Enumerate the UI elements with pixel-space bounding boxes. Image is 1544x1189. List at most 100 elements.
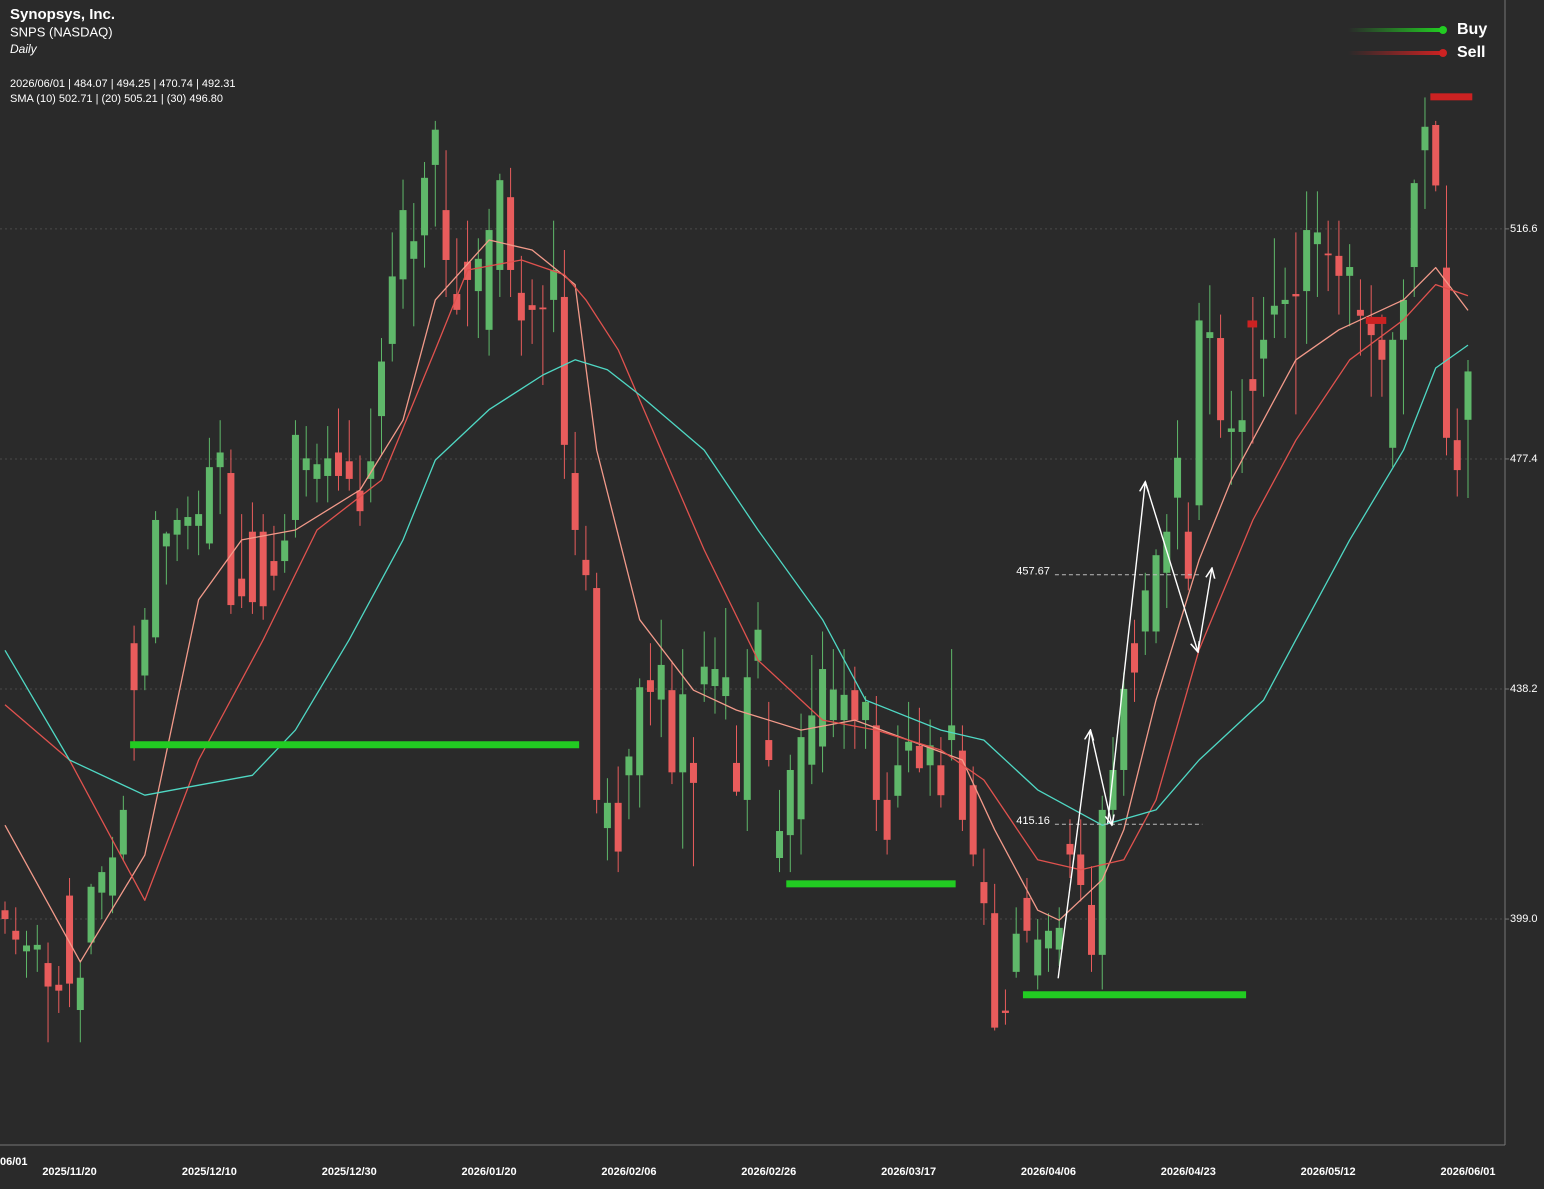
candle-body [797, 737, 805, 820]
candle-body [840, 694, 848, 721]
candle-body [1012, 933, 1020, 972]
candle-body [991, 913, 999, 1028]
candle-body [23, 945, 31, 952]
candle-body [33, 944, 41, 950]
candle-body [1001, 1010, 1009, 1013]
x-tick-label: 2026/06/01 [1440, 1166, 1495, 1178]
candle-body [109, 857, 117, 896]
candle-body [98, 872, 106, 893]
legend-swatch [1348, 51, 1443, 55]
candle-body [786, 769, 794, 836]
support-line [130, 741, 580, 749]
legend-dot [1439, 26, 1447, 34]
candle-body [711, 669, 719, 687]
candle-body [593, 588, 601, 800]
candle-body [851, 690, 859, 721]
candle-body [894, 765, 902, 796]
candle-body [152, 519, 160, 638]
candle-body [1270, 305, 1278, 315]
candle-body [1109, 769, 1117, 810]
candle-body [496, 180, 504, 270]
candle-body [453, 294, 461, 310]
candle-body [1324, 253, 1332, 256]
x-tick-label: 2026/02/26 [741, 1166, 796, 1178]
candle-body [636, 687, 644, 776]
legend-dot [1439, 49, 1447, 57]
candle-body [819, 669, 827, 747]
x-tick-label: 2026/05/12 [1301, 1166, 1356, 1178]
candle-body [1303, 230, 1311, 292]
candle-body [1131, 643, 1139, 673]
candle-body [345, 461, 353, 479]
zigzag-arrow [1197, 568, 1212, 653]
candle-body [754, 629, 762, 661]
sma-line [4, 259, 1469, 901]
candle-body [646, 680, 654, 692]
candle-body [1238, 420, 1246, 432]
interval: Daily [10, 42, 38, 56]
candle-body [334, 452, 342, 476]
sma-line [4, 344, 1469, 826]
candle-body [550, 269, 558, 300]
x-tick-label: 2025/12/10 [182, 1166, 237, 1178]
candle-body [1260, 339, 1268, 359]
candle-body [216, 452, 224, 468]
candle-body [1, 910, 9, 920]
candle-body [1227, 428, 1235, 432]
candle-body [259, 531, 267, 607]
candle-body [87, 886, 95, 943]
candle-body [539, 307, 547, 310]
zigzag-arrow [1057, 730, 1090, 979]
candle-body [195, 514, 203, 526]
candle-body [1152, 555, 1160, 632]
candle-body [55, 984, 63, 991]
y-tick-label: 438.2 [1510, 683, 1538, 695]
candle-body [44, 963, 52, 987]
candle-body [1335, 255, 1343, 276]
candle-body [431, 129, 439, 165]
plot: 457.67 415.16 [1, 93, 1473, 1043]
sell-mark [1430, 93, 1473, 101]
candle-body [356, 490, 364, 512]
candle-body [560, 296, 568, 445]
candle-body [399, 210, 407, 280]
candle-body [872, 725, 880, 800]
ohlc-readout: 2026/06/01 | 484.07 | 494.25 | 470.74 | … [10, 78, 236, 90]
candle-body [442, 210, 450, 260]
candle-body [1421, 126, 1429, 151]
candle-body [388, 276, 396, 344]
zigzag-arrow [1106, 482, 1146, 824]
x-tick-label: 2025/12/30 [322, 1166, 377, 1178]
candle-body [926, 745, 934, 766]
x-tick-label: 2026/02/06 [601, 1166, 656, 1178]
candle-body [1346, 267, 1354, 276]
sma-readout: SMA (10) 502.71 | (20) 505.21 | (30) 496… [10, 93, 223, 105]
candle-body [410, 241, 418, 259]
legend: Buy Sell [1348, 21, 1487, 61]
candle-body [1184, 531, 1192, 579]
candle-body [603, 802, 611, 829]
candle-body [862, 701, 870, 721]
candle-body [367, 461, 375, 479]
axis-labels: 399.0 438.2 477.4 516.6 2025/11/20 2025/12/10… [42, 223, 1537, 1178]
candle-body [1206, 332, 1214, 339]
sell-mark [1365, 316, 1387, 324]
price-level-label: 415.16 [1016, 815, 1050, 827]
zigzag-arrow [1089, 729, 1112, 825]
candle-body [571, 473, 579, 530]
candle-body [765, 740, 773, 761]
candle-body [668, 690, 676, 773]
candle-body [517, 292, 525, 321]
candle-body [205, 467, 213, 544]
support-line [786, 880, 956, 888]
candle-body [883, 799, 891, 840]
candle-body [324, 458, 332, 476]
candle-body [657, 664, 665, 700]
candle-body [1055, 927, 1063, 950]
subtitle: SNPS (NASDAQ) [10, 24, 113, 39]
candle-body [1432, 125, 1440, 186]
candle-body [679, 694, 687, 773]
candle-body [66, 895, 74, 984]
